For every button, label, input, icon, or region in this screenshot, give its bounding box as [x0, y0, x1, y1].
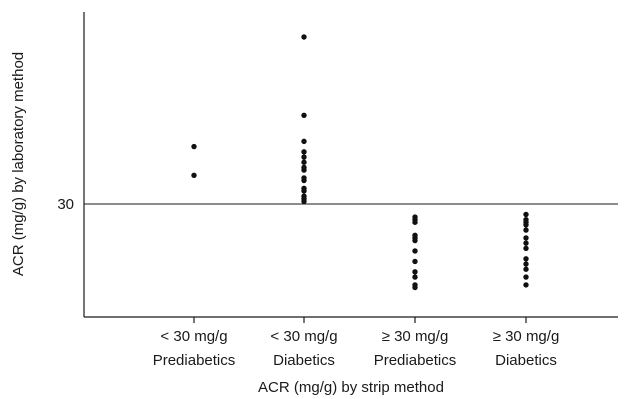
- data-point: [523, 256, 529, 262]
- data-point: [523, 235, 529, 241]
- data-point: [412, 237, 418, 244]
- data-point: [412, 258, 418, 265]
- data-point: [523, 282, 529, 288]
- axes: [83, 12, 618, 318]
- data-point: [301, 112, 307, 118]
- data-point: [412, 219, 418, 225]
- data-point: [191, 172, 197, 178]
- data-points: [191, 34, 529, 291]
- data-point: [191, 143, 197, 150]
- data-point: [523, 240, 529, 246]
- y-axis-label: ACR (mg/g) by laboratory method: [10, 52, 27, 276]
- data-point: [301, 188, 307, 194]
- x-ticks: < 30 mg/g Prediabetics < 30 mg/g Diabetics ≥…: [153, 317, 560, 369]
- data-point: [523, 266, 529, 272]
- data-point: [301, 167, 307, 173]
- data-point: [301, 138, 307, 145]
- data-point: [301, 177, 307, 184]
- x-tick-label-line2: Prediabetics: [153, 352, 236, 369]
- data-point: [412, 248, 418, 254]
- data-point: [301, 34, 307, 40]
- data-point: [523, 245, 529, 252]
- data-point: [301, 159, 307, 165]
- data-point: [412, 274, 418, 280]
- data-point: [523, 227, 529, 233]
- x-tick-label-line2: Diabetics: [273, 352, 335, 369]
- data-point: [301, 149, 307, 155]
- data-point: [412, 284, 418, 291]
- x-tick-label-line1: ≥ 30 mg/g: [382, 328, 449, 345]
- data-point: [523, 274, 529, 280]
- x-tick-label-line1: ≥ 30 mg/g: [493, 328, 560, 345]
- data-point: [301, 154, 307, 160]
- data-point: [523, 211, 529, 218]
- data-point: [412, 269, 418, 275]
- y-ticks: 30: [57, 196, 74, 213]
- x-tick-label-line2: Diabetics: [495, 352, 557, 369]
- data-point: [523, 222, 529, 228]
- x-tick-label-line2: Prediabetics: [374, 352, 457, 369]
- x-axis-label: ACR (mg/g) by strip method: [258, 379, 444, 396]
- x-tick-label-line1: < 30 mg/g: [160, 328, 227, 345]
- data-point: [301, 198, 307, 205]
- y-tick-label: 30: [57, 196, 74, 213]
- x-tick-label-line1: < 30 mg/g: [270, 328, 337, 345]
- data-point: [523, 261, 529, 267]
